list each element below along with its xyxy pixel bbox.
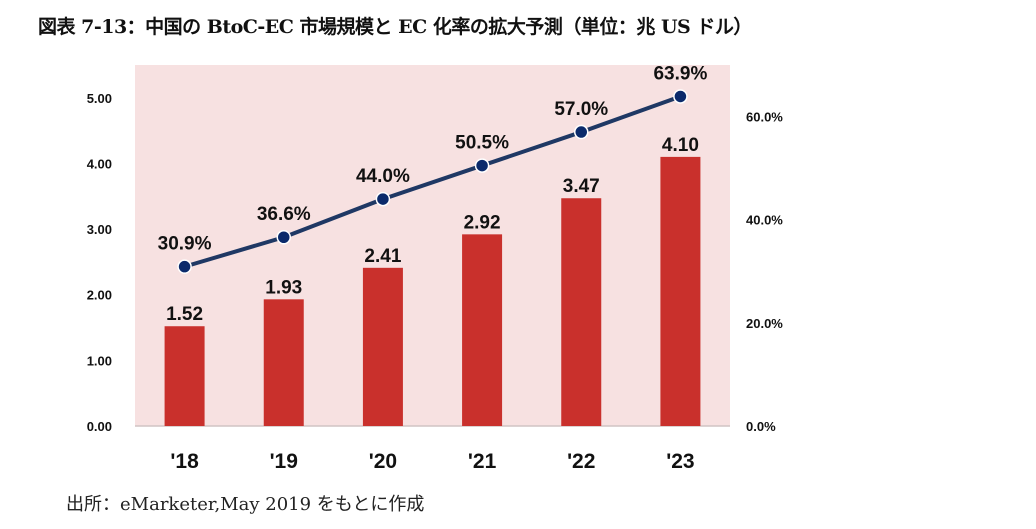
right-axis-tick: 40.0% — [746, 213, 783, 228]
line-data-label: 30.9% — [158, 234, 212, 255]
left-axis-tick: 2.00 — [87, 288, 112, 303]
line-data-label: 36.6% — [257, 204, 311, 225]
x-axis-tick: '23 — [666, 450, 694, 473]
x-axis-tick: '20 — [369, 450, 397, 473]
line-series — [184, 94, 682, 269]
left-axis-tick: 5.00 — [87, 91, 112, 106]
x-axis-tick: '22 — [567, 450, 595, 473]
line-marker — [673, 89, 688, 104]
bar — [164, 326, 205, 426]
plot-background — [135, 65, 730, 426]
source-note: 出所：eMarketer,May 2019 をもとに作成 — [66, 494, 425, 515]
bar-data-label: 2.92 — [464, 212, 501, 233]
line-marker — [574, 124, 589, 140]
left-axis-tick: 0.00 — [87, 419, 112, 434]
line-marker — [177, 259, 192, 274]
left-axis-tick: 4.00 — [87, 156, 112, 171]
bar — [660, 156, 701, 426]
bar-data-label: 1.93 — [265, 277, 302, 298]
x-axis-tick: '18 — [170, 450, 199, 473]
bar-data-label: 2.41 — [364, 246, 401, 267]
line-data-label: 50.5% — [455, 133, 509, 154]
line-marker — [276, 229, 291, 245]
bar — [462, 234, 503, 426]
line-marker — [375, 191, 391, 207]
line-marker — [474, 158, 490, 173]
bar — [561, 198, 602, 426]
line-data-label: 44.0% — [356, 166, 410, 187]
bar-data-label: 3.47 — [563, 176, 600, 197]
bar — [263, 299, 304, 426]
right-axis-tick: 60.0% — [746, 110, 783, 125]
x-axis-tick: '19 — [270, 450, 298, 473]
right-axis-tick: 0.0% — [746, 419, 776, 434]
left-axis-tick: 3.00 — [87, 222, 112, 237]
right-axis-tick: 20.0% — [746, 316, 783, 331]
left-axis-tick: 1.00 — [87, 353, 112, 368]
bar — [362, 267, 403, 426]
line-data-label: 63.9% — [653, 63, 707, 84]
bar-data-label: 1.52 — [166, 304, 203, 325]
chart-title: 図表 7-13：中国の BtoC-EC 市場規模と EC 化率の拡大予測（単位：… — [38, 16, 752, 38]
line-data-label: 57.0% — [554, 99, 608, 120]
x-axis-tick: '21 — [468, 450, 497, 473]
bar-data-label: 4.10 — [662, 135, 699, 156]
